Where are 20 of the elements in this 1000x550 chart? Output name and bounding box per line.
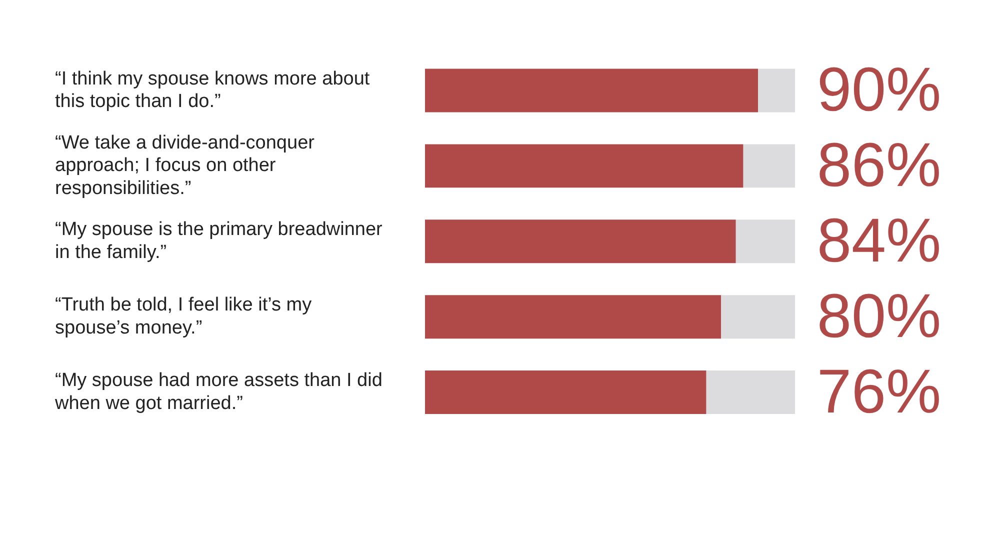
bar: [425, 295, 721, 339]
data-label: 76%: [817, 357, 942, 426]
bar: [706, 370, 795, 414]
bar: [721, 295, 795, 339]
bar: [425, 144, 744, 188]
bar: [758, 68, 795, 112]
y-tick-label: “We take a divide-and-conquer approach; I focus on other responsibilities.”: [55, 132, 316, 199]
y-tick-label: “My spouse had more assets than I did when we got married.”: [54, 370, 382, 414]
bar: [425, 370, 706, 414]
data-label: 90%: [817, 56, 942, 125]
data-label: 86%: [817, 131, 942, 200]
y-tick-label: “I think my spouse knows more about this topic than I do.”: [55, 68, 370, 112]
bar: [736, 220, 795, 264]
y-tick-label: “Truth be told, I feel like it’s my spouse’s money.”: [55, 294, 312, 338]
bar: [425, 220, 736, 264]
data-label: 84%: [817, 206, 942, 276]
bar: [743, 144, 795, 188]
data-label: 80%: [817, 282, 942, 351]
bar: [425, 68, 758, 112]
y-tick-label: “My spouse is the primary breadwinner in the family.”: [55, 219, 384, 264]
